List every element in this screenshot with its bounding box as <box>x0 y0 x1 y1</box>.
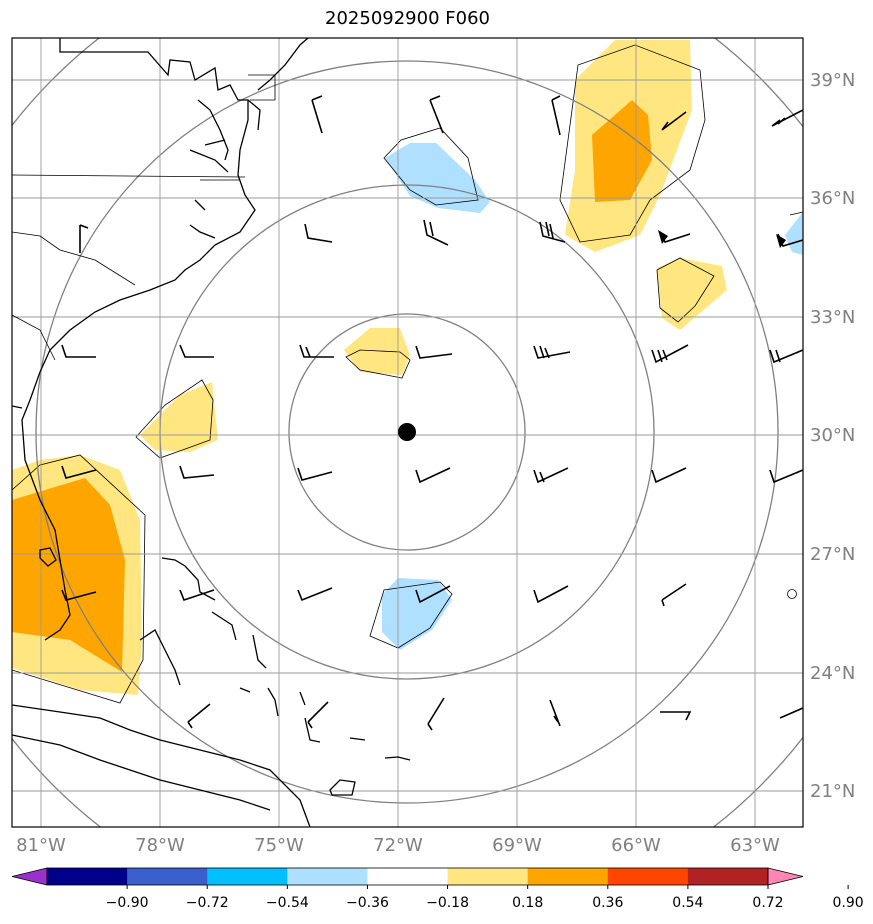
lon-label: 69°W <box>492 835 542 856</box>
colorbar-tick-label: −0.72 <box>186 895 229 911</box>
colorbar-box <box>287 868 368 885</box>
lat-label: 21°N <box>810 781 855 802</box>
lat-labels: 39°N 36°N 33°N 30°N 27°N 24°N 21°N <box>810 70 855 802</box>
lon-label: 66°W <box>611 835 661 856</box>
lat-label: 24°N <box>810 663 855 684</box>
colorbar-tick-label: −0.18 <box>426 895 469 911</box>
lon-label: 78°W <box>135 835 185 856</box>
colorbar-tick-label: 0.54 <box>672 895 703 911</box>
storm-center-dot <box>398 423 416 441</box>
shaded-fields <box>12 40 803 695</box>
lat-lon-grid <box>12 38 803 827</box>
colorbar-tick-label: 0.36 <box>592 895 623 911</box>
range-ring-3 <box>35 60 779 804</box>
colorbar-extend-low <box>11 867 48 886</box>
lat-label: 36°N <box>810 188 855 209</box>
colorbar-tick-label: −0.54 <box>266 895 309 911</box>
map-frame <box>11 37 804 828</box>
coastlines <box>12 38 411 827</box>
wind-flags <box>658 230 786 248</box>
state-borders <box>12 74 276 361</box>
colorbar-box <box>367 868 449 885</box>
colorbar-tick-label: −0.36 <box>346 895 389 911</box>
lon-label: 81°W <box>16 835 66 856</box>
range-ring-1 <box>288 313 526 551</box>
colorbar-box <box>127 868 208 885</box>
lat-label: 30°N <box>810 425 855 446</box>
colorbar-box <box>687 868 769 885</box>
colorbar: −0.90 −0.72 −0.54 −0.36 −0.18 0.18 0.36 0.54 0.7… <box>11 867 864 911</box>
lon-label: 72°W <box>373 835 423 856</box>
colorbar-box <box>47 868 128 885</box>
colorbar-extend-high <box>767 867 804 886</box>
colorbar-tick-label: 0.90 <box>833 895 864 911</box>
map-title: 2025092900 F060 <box>325 8 490 29</box>
lat-label: 27°N <box>810 544 855 565</box>
lon-label: 75°W <box>254 835 304 856</box>
lat-label: 39°N <box>810 70 855 91</box>
lon-labels: 81°W 78°W 75°W 72°W 69°W 66°W 63°W <box>16 835 780 856</box>
colorbar-box <box>607 868 689 885</box>
colorbar-tick-label: 0.18 <box>512 895 543 911</box>
colorbar-box <box>207 868 288 885</box>
lon-label: 63°W <box>730 835 780 856</box>
colorbar-box <box>527 868 609 885</box>
colorbar-frame <box>46 867 769 886</box>
colorbar-tick-label: −0.90 <box>106 895 149 911</box>
colorbar-tick-label: 0.72 <box>752 895 783 911</box>
lat-label: 33°N <box>810 307 855 328</box>
colorbar-box <box>447 868 529 885</box>
